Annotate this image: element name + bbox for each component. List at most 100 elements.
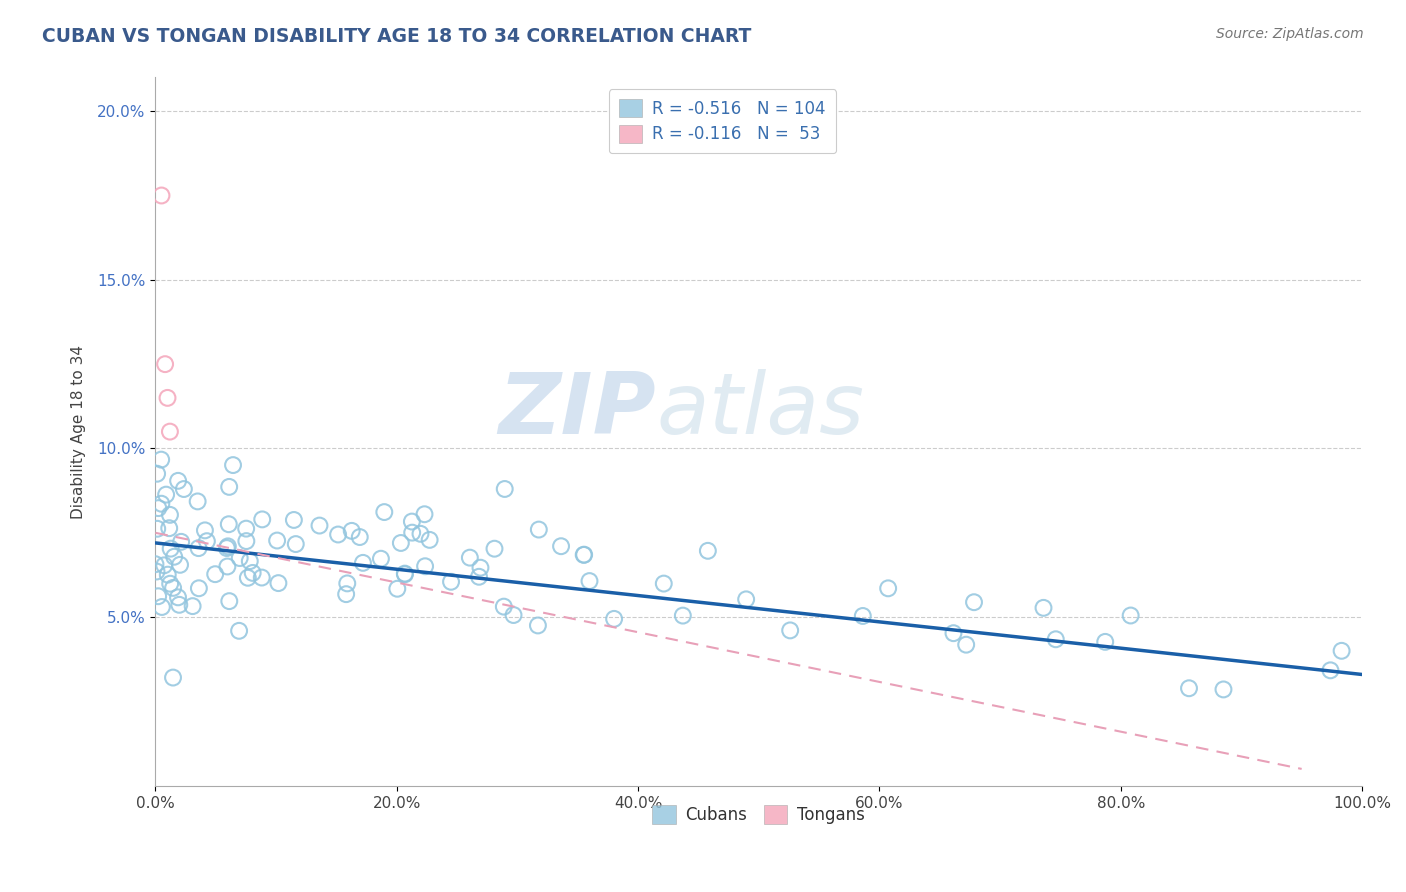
Point: [335, 587, 357, 601]
Point: [468, 570, 491, 584]
Legend: Cubans, Tongans: Cubans, Tongans: [643, 796, 876, 834]
Point: [204, 567, 226, 582]
Point: [217, 559, 239, 574]
Point: [218, 517, 240, 532]
Point: [187, 494, 209, 508]
Point: [153, 558, 176, 573]
Point: [484, 541, 506, 556]
Point: [389, 536, 412, 550]
Point: [150, 599, 173, 614]
Point: [187, 541, 209, 555]
Point: [1032, 600, 1054, 615]
Point: [284, 537, 307, 551]
Point: [148, 501, 170, 516]
Point: [942, 626, 965, 640]
Point: [162, 671, 184, 685]
Point: [159, 576, 181, 591]
Point: [955, 638, 977, 652]
Point: [222, 458, 245, 472]
Point: [1330, 644, 1353, 658]
Point: [349, 530, 371, 544]
Point: [173, 482, 195, 496]
Point: [572, 548, 595, 562]
Point: [336, 576, 359, 591]
Point: [156, 567, 179, 582]
Point: [215, 541, 238, 555]
Point: [218, 480, 240, 494]
Point: [394, 566, 416, 581]
Point: [440, 574, 463, 589]
Point: [1094, 635, 1116, 649]
Point: [1212, 682, 1234, 697]
Point: [150, 188, 173, 202]
Text: Source: ZipAtlas.com: Source: ZipAtlas.com: [1216, 27, 1364, 41]
Point: [250, 570, 273, 584]
Point: [502, 608, 524, 623]
Point: [550, 539, 572, 553]
Point: [242, 566, 264, 580]
Point: [252, 512, 274, 526]
Point: [159, 425, 181, 439]
Point: [1045, 632, 1067, 647]
Point: [181, 599, 204, 614]
Point: [167, 474, 190, 488]
Point: [494, 482, 516, 496]
Point: [409, 526, 432, 541]
Point: [401, 515, 423, 529]
Point: [492, 599, 515, 614]
Text: ZIP: ZIP: [499, 369, 657, 452]
Point: [228, 624, 250, 638]
Point: [572, 548, 595, 562]
Point: [159, 508, 181, 522]
Point: [326, 527, 349, 541]
Point: [266, 533, 288, 548]
Point: [308, 518, 330, 533]
Point: [145, 558, 167, 572]
Point: [852, 609, 875, 624]
Point: [340, 524, 363, 538]
Point: [963, 595, 986, 609]
Point: [387, 582, 409, 596]
Point: [527, 618, 550, 632]
Point: [652, 576, 675, 591]
Point: [235, 534, 257, 549]
Point: [146, 522, 169, 536]
Point: [458, 550, 481, 565]
Y-axis label: Disability Age 18 to 34: Disability Age 18 to 34: [72, 344, 86, 518]
Point: [150, 452, 173, 467]
Point: [527, 523, 550, 537]
Point: [194, 524, 217, 538]
Point: [239, 554, 262, 568]
Point: [170, 534, 193, 549]
Point: [370, 551, 392, 566]
Point: [394, 567, 416, 582]
Point: [735, 592, 758, 607]
Point: [169, 558, 191, 572]
Point: [159, 541, 181, 556]
Point: [413, 559, 436, 574]
Point: [470, 560, 492, 574]
Point: [150, 497, 173, 511]
Point: [228, 551, 250, 566]
Point: [373, 505, 395, 519]
Point: [145, 565, 167, 579]
Point: [235, 522, 257, 536]
Point: [156, 391, 179, 405]
Point: [153, 357, 176, 371]
Point: [267, 576, 290, 591]
Point: [696, 544, 718, 558]
Point: [877, 582, 900, 596]
Point: [146, 589, 169, 603]
Point: [167, 591, 190, 605]
Point: [603, 612, 626, 626]
Point: [419, 533, 441, 547]
Text: CUBAN VS TONGAN DISABILITY AGE 18 TO 34 CORRELATION CHART: CUBAN VS TONGAN DISABILITY AGE 18 TO 34 …: [42, 27, 752, 45]
Point: [169, 598, 191, 612]
Point: [352, 556, 374, 570]
Point: [163, 549, 186, 564]
Point: [578, 574, 600, 588]
Point: [1319, 663, 1341, 677]
Point: [155, 488, 177, 502]
Point: [413, 508, 436, 522]
Text: atlas: atlas: [657, 369, 865, 452]
